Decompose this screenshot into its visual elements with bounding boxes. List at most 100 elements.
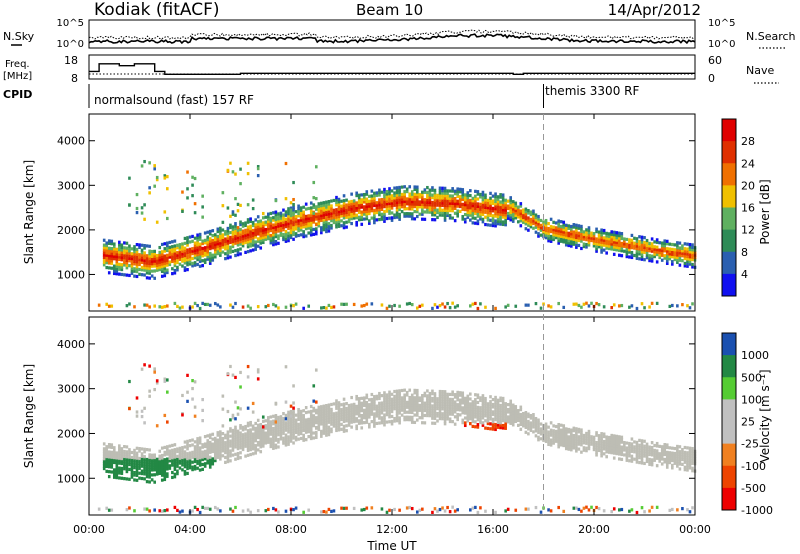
- velocity-cell: [244, 424, 247, 429]
- power-cell: [686, 264, 689, 268]
- velocity-cell: [522, 411, 525, 416]
- velocity-cell: [610, 438, 614, 442]
- power-cell: [173, 251, 177, 255]
- velocity-cell: [317, 415, 321, 419]
- velocity-cell: [118, 459, 121, 463]
- velocity-cell: [516, 411, 520, 415]
- velocity-cell: [479, 406, 482, 410]
- velocity-cell: [362, 507, 366, 512]
- velocity-cell: [534, 421, 538, 426]
- power-cell: [350, 214, 353, 218]
- power-cell: [145, 244, 149, 248]
- velocity-cell: [658, 452, 661, 456]
- velocity-cell: [246, 429, 250, 433]
- velocity-cell: [314, 400, 318, 404]
- velocity-cell: [562, 431, 566, 435]
- velocity-cell: [219, 509, 222, 513]
- power-cell: [479, 205, 482, 209]
- power-cell: [595, 249, 598, 253]
- velocity-cell: [456, 398, 459, 402]
- power-cell: [267, 222, 270, 226]
- velocity-cell: [577, 440, 581, 444]
- power-cell: [246, 304, 250, 308]
- velocity-cell: [645, 447, 649, 451]
- power-cell: [405, 207, 409, 211]
- power-cell: [557, 236, 560, 240]
- noise-left-label: N.Sky: [3, 30, 35, 43]
- power-cell: [246, 230, 250, 234]
- velocity-cell: [522, 419, 525, 423]
- velocity-cell: [378, 401, 381, 405]
- velocity-cell: [458, 391, 462, 395]
- velocity-cell: [514, 417, 518, 421]
- velocity-cell: [302, 438, 305, 442]
- power-cell: [282, 233, 285, 237]
- power-cell: [433, 210, 437, 215]
- velocity-cell: [549, 509, 553, 513]
- velocity-cell: [327, 418, 331, 422]
- power-cell: [115, 269, 119, 273]
- velocity-cell: [552, 431, 555, 435]
- power-cell: [128, 259, 131, 263]
- power-cell: [547, 226, 550, 231]
- power-cell: [602, 243, 606, 247]
- power-cell: [345, 205, 348, 210]
- velocity-cell: [196, 449, 199, 453]
- power-cell: [216, 227, 220, 231]
- velocity-cell: [491, 417, 495, 421]
- velocity-cell: [128, 506, 131, 510]
- power-cell: [537, 217, 540, 221]
- velocity-cell: [102, 462, 106, 466]
- power-cell: [267, 303, 270, 308]
- velocity-cell: [135, 461, 139, 465]
- power-cell: [431, 210, 434, 214]
- power-cell: [671, 247, 674, 252]
- power-cell: [607, 244, 611, 248]
- power-cell: [123, 258, 126, 262]
- velocity-cell: [655, 456, 659, 460]
- velocity-cell: [145, 457, 149, 462]
- velocity-cell: [557, 442, 560, 446]
- power-cell: [188, 259, 192, 264]
- velocity-cell: [557, 505, 560, 510]
- power-cell: [648, 241, 651, 246]
- power-cell: [628, 240, 631, 244]
- power-cell: [610, 232, 614, 236]
- power-cell: [335, 217, 338, 222]
- velocity-cell: [145, 507, 149, 511]
- power-cell: [236, 250, 240, 254]
- velocity-cell: [413, 396, 417, 400]
- power-cell: [451, 216, 454, 220]
- power-cell: [158, 268, 162, 272]
- power-cell: [421, 202, 424, 207]
- power-cell: [292, 220, 295, 224]
- velocity-cell: [115, 453, 119, 458]
- power-cell: [355, 223, 358, 227]
- velocity-cell: [446, 417, 449, 421]
- velocity-cell: [567, 435, 571, 439]
- power-cell: [373, 196, 376, 200]
- velocity-cell: [443, 397, 447, 401]
- power-cell: [474, 216, 477, 220]
- velocity-cell: [595, 505, 598, 510]
- velocity-cell: [398, 394, 401, 398]
- date-title: 14/Apr/2012: [608, 1, 701, 19]
- power-cell: [196, 240, 199, 245]
- power-cell: [383, 214, 386, 219]
- velocity-cell: [322, 416, 326, 421]
- velocity-cell: [600, 434, 603, 438]
- power-cell: [160, 259, 164, 264]
- velocity-cell: [506, 415, 510, 419]
- velocity-cell: [668, 446, 672, 450]
- power-cell: [191, 234, 194, 239]
- velocity-cell: [168, 449, 172, 453]
- velocity-cell: [448, 402, 452, 406]
- velocity-cell: [436, 399, 439, 403]
- velocity-cell: [193, 450, 197, 454]
- power-cell: [203, 231, 207, 235]
- velocity-cell: [302, 409, 305, 413]
- power-cell: [557, 224, 560, 228]
- power-cell: [368, 202, 371, 206]
- power-cell: [292, 203, 295, 207]
- power-cell: [357, 193, 361, 197]
